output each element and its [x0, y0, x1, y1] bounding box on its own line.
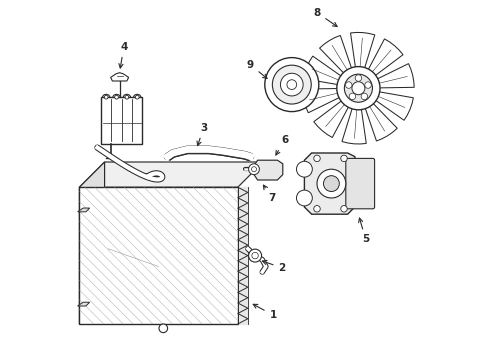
Circle shape [314, 206, 320, 212]
Polygon shape [368, 39, 403, 77]
Polygon shape [254, 160, 283, 180]
Circle shape [355, 75, 362, 81]
Text: 5: 5 [359, 218, 369, 244]
Polygon shape [303, 89, 341, 113]
Circle shape [352, 82, 365, 95]
Circle shape [159, 324, 168, 333]
Circle shape [296, 161, 312, 177]
Polygon shape [319, 35, 352, 74]
Text: 9: 9 [247, 60, 267, 78]
Circle shape [248, 164, 259, 175]
Polygon shape [79, 187, 238, 324]
Text: 7: 7 [264, 185, 276, 203]
Polygon shape [314, 100, 349, 138]
Circle shape [341, 155, 347, 162]
Text: 1: 1 [253, 304, 277, 320]
Circle shape [317, 169, 346, 198]
Circle shape [314, 155, 320, 162]
FancyBboxPatch shape [346, 158, 374, 209]
Circle shape [272, 65, 311, 104]
Polygon shape [365, 102, 397, 141]
Polygon shape [304, 153, 358, 214]
Circle shape [345, 82, 352, 88]
Text: 4: 4 [119, 42, 127, 68]
Circle shape [252, 252, 258, 259]
Circle shape [280, 73, 303, 96]
Polygon shape [77, 302, 90, 306]
Polygon shape [79, 162, 263, 187]
Circle shape [361, 93, 368, 100]
Text: 2: 2 [263, 260, 286, 273]
Polygon shape [376, 64, 414, 88]
Circle shape [251, 167, 257, 172]
Polygon shape [303, 56, 343, 85]
Circle shape [265, 58, 319, 112]
Polygon shape [342, 107, 366, 144]
Polygon shape [77, 208, 90, 212]
Circle shape [125, 95, 129, 99]
Polygon shape [350, 32, 375, 69]
Text: 3: 3 [197, 123, 207, 145]
Circle shape [104, 95, 108, 99]
Circle shape [287, 80, 296, 90]
Circle shape [248, 249, 262, 262]
Circle shape [349, 93, 356, 100]
Circle shape [341, 206, 347, 212]
Circle shape [115, 95, 119, 99]
Circle shape [323, 176, 339, 192]
Polygon shape [79, 162, 104, 324]
Polygon shape [111, 73, 129, 81]
Circle shape [337, 67, 380, 110]
Circle shape [296, 190, 312, 206]
Polygon shape [101, 97, 143, 144]
Text: 8: 8 [314, 8, 337, 27]
Circle shape [344, 74, 372, 102]
Text: 6: 6 [276, 135, 288, 155]
Polygon shape [374, 91, 414, 120]
Circle shape [365, 82, 371, 88]
Circle shape [135, 95, 139, 99]
